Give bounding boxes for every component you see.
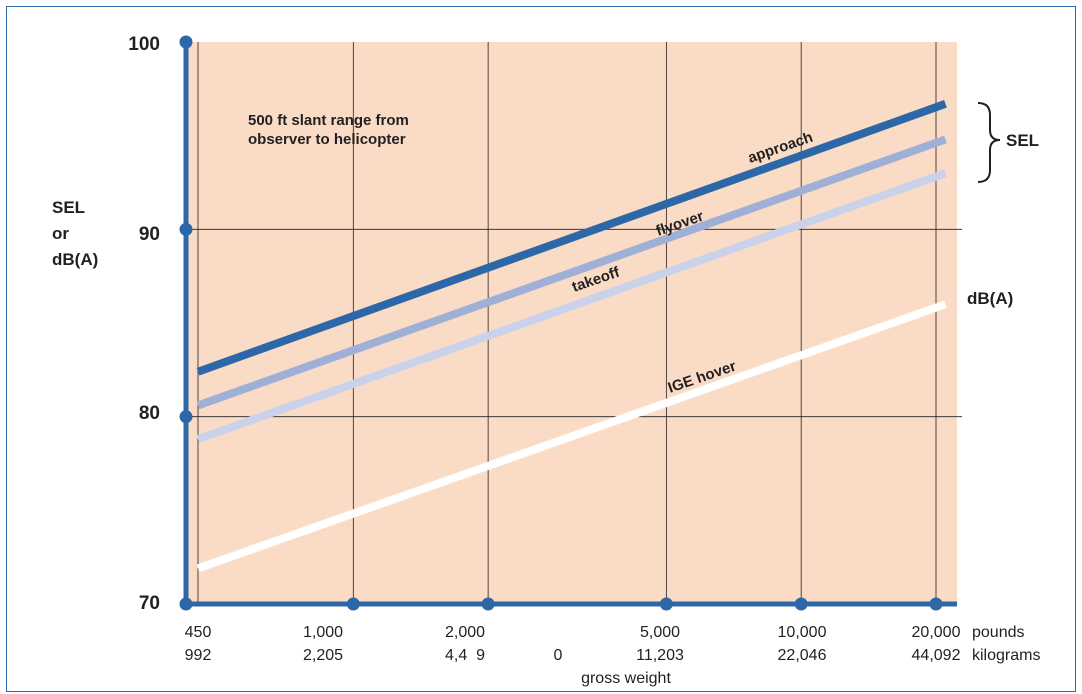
series-line-takeoff <box>196 169 947 443</box>
sel-label: SEL <box>1006 131 1039 150</box>
series-line-approach <box>196 100 947 376</box>
x-tick-pounds: 10,000 <box>778 624 827 641</box>
x-tick-pounds: 450 <box>185 624 212 641</box>
y-axis-label-line: dB(A) <box>52 250 98 269</box>
x-tick-pounds: 20,000 <box>912 624 961 641</box>
dba-label: dB(A) <box>967 289 1013 308</box>
series-lines <box>196 100 947 573</box>
axis-markers <box>179 35 943 611</box>
plot-area <box>186 42 957 604</box>
x-tick-kilograms: 22,046 <box>778 647 827 664</box>
x-tick-kilograms: 0 <box>554 647 563 664</box>
x-tick-kilograms: 11,203 <box>636 647 684 664</box>
annotation-line: 500 ft slant range from <box>248 112 409 129</box>
x-unit-kilograms: kilograms <box>972 647 1040 664</box>
x-tick-kilograms: 992 <box>185 647 212 664</box>
sel-brace-icon <box>977 102 1001 183</box>
x-tick-kilograms: 2,205 <box>303 647 343 664</box>
x-tick-pounds: 1,000 <box>303 624 343 641</box>
y-tick-label: 80 <box>139 403 160 424</box>
x-axis-marker <box>481 597 495 611</box>
x-axis-marker <box>659 597 673 611</box>
grid <box>186 42 962 604</box>
x-axis-label: gross weight <box>581 670 671 687</box>
y-tick-label: 100 <box>128 34 160 55</box>
x-tick-pounds: 2,000 <box>445 624 485 641</box>
y-axis-marker <box>179 410 193 424</box>
x-unit-pounds: pounds <box>972 624 1025 641</box>
x-tick-kilograms: 44,092 <box>912 647 961 664</box>
y-tick-label: 90 <box>139 224 160 245</box>
axes <box>183 42 957 607</box>
y-axis-marker <box>179 597 193 611</box>
y-axis-label-line: or <box>52 224 69 243</box>
y-tick-label: 70 <box>139 593 160 614</box>
x-axis-marker <box>929 597 943 611</box>
y-axis-marker <box>179 35 193 49</box>
x-tick-kilograms: 4,4 9 <box>445 647 485 664</box>
x-tick-pounds: 5,000 <box>640 624 680 641</box>
x-axis-marker <box>346 597 360 611</box>
x-axis-marker <box>794 597 808 611</box>
y-axis-label-line: SEL <box>52 198 85 217</box>
y-axis-marker <box>179 222 193 236</box>
series-line-flyover <box>196 135 947 410</box>
annotation-line: observer to helicopter <box>248 131 406 148</box>
series-line-ige-hover <box>196 300 947 573</box>
